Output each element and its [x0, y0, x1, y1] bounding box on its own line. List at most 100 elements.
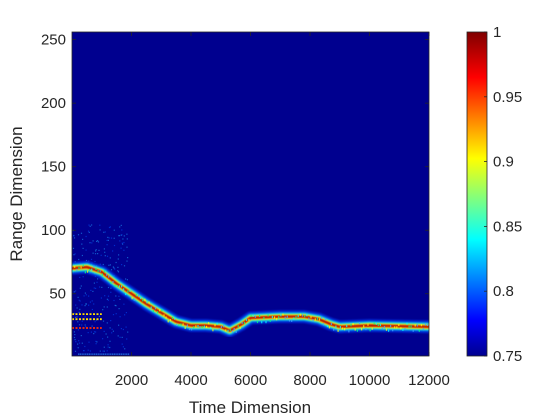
speckle	[78, 324, 81, 326]
speckle	[106, 322, 108, 324]
speckle	[93, 287, 95, 289]
speckle	[113, 267, 115, 269]
speckle	[81, 254, 83, 257]
texture-mark	[144, 298, 146, 301]
speckle	[106, 244, 108, 246]
speckle	[73, 237, 76, 239]
speckle	[92, 353, 94, 355]
speckle	[119, 336, 121, 338]
speckle	[86, 353, 89, 355]
speckle	[84, 324, 86, 326]
texture-mark	[146, 301, 148, 304]
texture-mark	[165, 316, 167, 319]
speckle	[96, 281, 98, 283]
speckle	[127, 331, 129, 333]
texture-mark	[377, 323, 379, 326]
texture-mark	[293, 317, 295, 320]
speckle	[106, 306, 108, 308]
speckle	[76, 307, 78, 309]
speckle	[105, 333, 107, 335]
speckle	[115, 353, 117, 355]
texture-mark	[108, 275, 110, 278]
speckle	[110, 269, 113, 271]
speckle	[108, 226, 111, 229]
texture-mark	[400, 327, 402, 330]
speckle	[123, 235, 125, 237]
speckle	[82, 238, 84, 240]
speckle	[112, 266, 114, 268]
trace-texture	[72, 264, 429, 333]
texture-mark	[254, 315, 256, 318]
speckle	[81, 304, 83, 306]
speckle	[102, 320, 105, 322]
speckle	[94, 253, 97, 255]
speckle	[108, 237, 110, 239]
speckle	[118, 324, 120, 326]
speckle	[79, 308, 81, 310]
speckle	[98, 249, 100, 251]
texture-mark	[312, 319, 314, 322]
speckle	[83, 353, 85, 355]
speckle	[89, 301, 91, 303]
speckle	[87, 349, 89, 351]
speckle	[117, 258, 119, 260]
speckle	[111, 332, 113, 334]
speckle	[99, 224, 101, 226]
texture-mark	[76, 268, 78, 272]
texture-mark	[223, 325, 225, 328]
speckle	[83, 295, 85, 297]
texture-mark	[322, 323, 325, 326]
speckle	[90, 258, 93, 260]
speckle	[125, 326, 127, 328]
speckle	[85, 294, 87, 296]
texture-mark	[381, 327, 383, 330]
speckle	[117, 270, 119, 272]
speckle	[74, 334, 76, 336]
speckle	[104, 255, 106, 257]
speckle	[95, 249, 97, 251]
speckle	[96, 240, 98, 242]
speckle	[110, 291, 112, 293]
speckle	[82, 276, 84, 278]
speckle	[91, 308, 93, 311]
texture-mark	[154, 307, 157, 310]
texture-mark	[318, 318, 321, 321]
speckle	[107, 336, 109, 338]
speckle	[84, 292, 86, 294]
texture-mark	[299, 313, 301, 316]
texture-mark	[152, 309, 154, 312]
speckle	[103, 346, 105, 348]
speckle	[122, 243, 124, 245]
speckle	[110, 353, 112, 355]
speckle	[123, 249, 125, 251]
speckle	[125, 278, 127, 280]
speckle	[123, 303, 125, 305]
speckle	[126, 260, 128, 262]
speckle	[88, 304, 90, 306]
texture-mark	[140, 296, 142, 300]
texture-mark	[74, 265, 76, 268]
texture-mark	[195, 325, 197, 328]
texture-mark	[91, 268, 93, 271]
speckle	[122, 328, 124, 331]
texture-mark	[150, 306, 152, 309]
speckle	[102, 338, 104, 340]
speckle	[104, 251, 106, 253]
texture-mark	[178, 324, 180, 327]
texture-mark	[328, 326, 330, 329]
texture-mark	[326, 325, 329, 328]
speckle	[122, 238, 124, 240]
texture-mark	[412, 329, 414, 332]
texture-mark	[295, 316, 297, 319]
speckle	[95, 287, 97, 289]
texture-mark	[418, 329, 420, 332]
speckle	[88, 224, 90, 226]
speckle	[95, 340, 97, 342]
speckle	[119, 240, 121, 242]
speckle	[78, 340, 80, 342]
texture-mark	[72, 270, 74, 273]
texture-mark	[97, 270, 99, 273]
colorbar-tick-label: 0.95	[493, 89, 522, 106]
texture-mark	[335, 325, 337, 328]
